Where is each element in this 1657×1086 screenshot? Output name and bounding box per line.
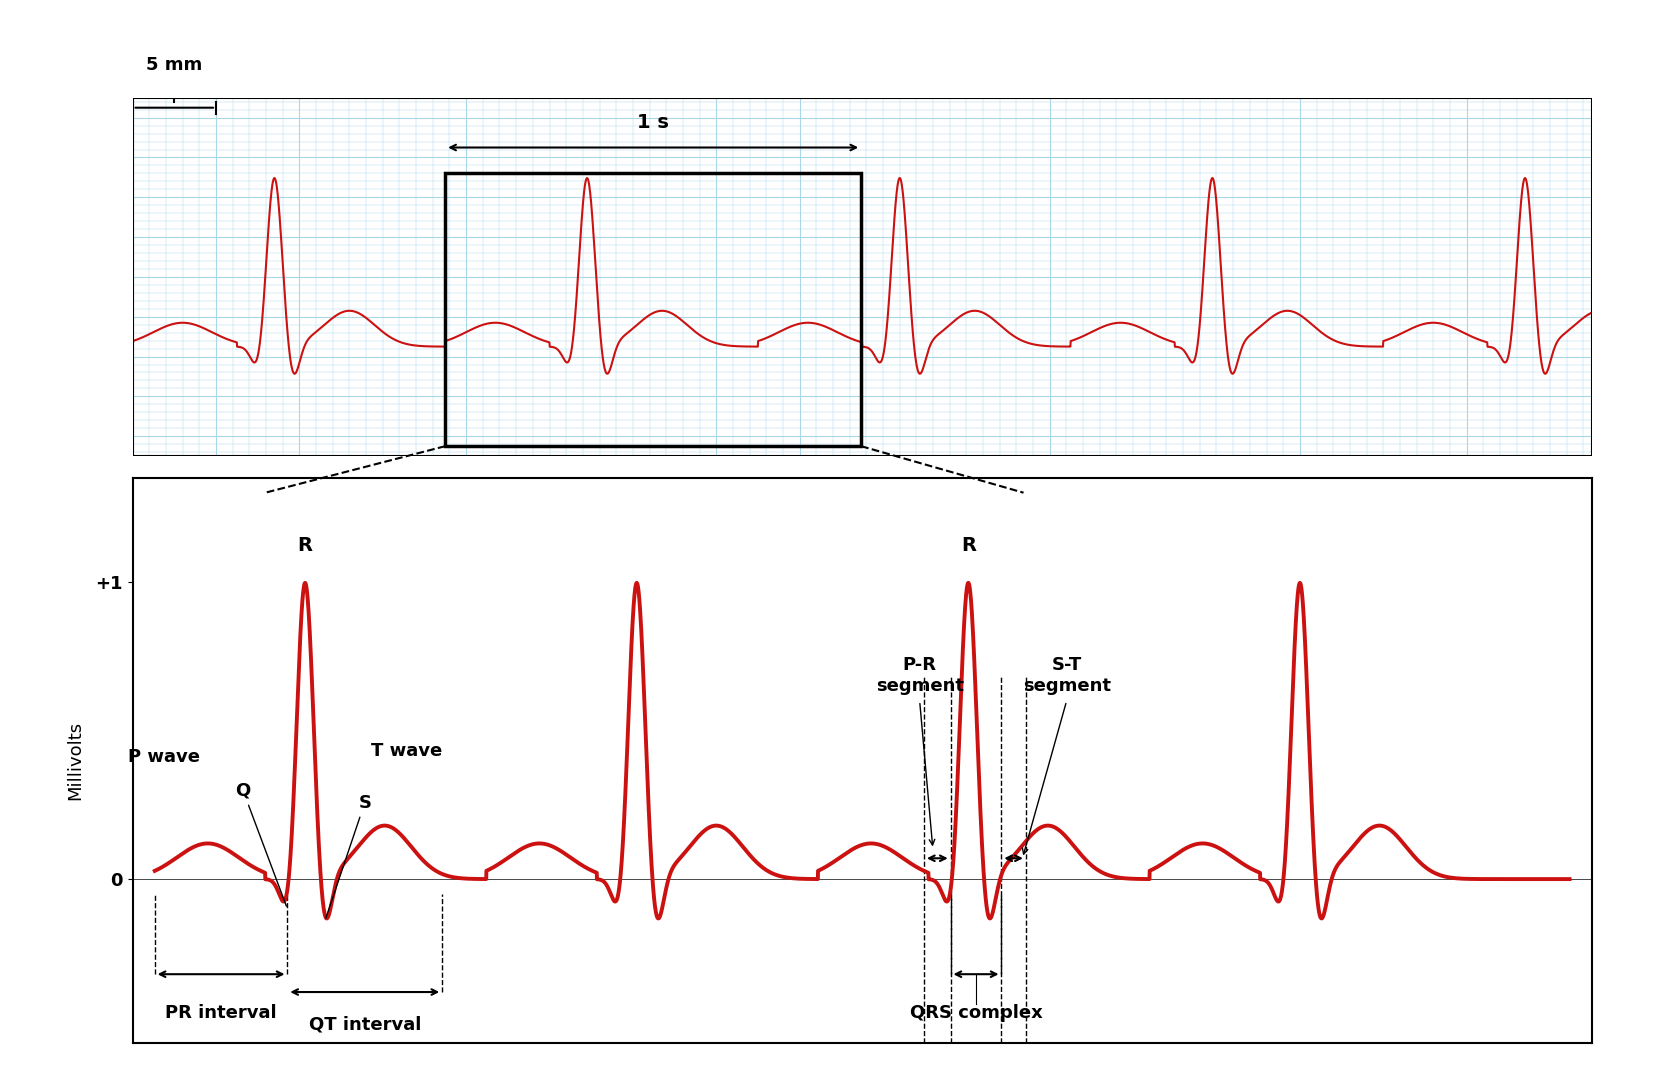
- Text: Q: Q: [235, 782, 287, 906]
- Text: PR interval: PR interval: [166, 1003, 277, 1022]
- Text: QRS complex: QRS complex: [910, 1003, 1042, 1022]
- Text: P wave: P wave: [128, 748, 199, 766]
- Text: S-T
segment: S-T segment: [1022, 656, 1110, 695]
- Text: 5 mm: 5 mm: [146, 55, 202, 74]
- Y-axis label: Millivolts: Millivolts: [66, 721, 85, 799]
- Text: P-R
segment: P-R segment: [875, 656, 963, 695]
- Text: R: R: [297, 536, 313, 555]
- Text: R: R: [959, 536, 976, 555]
- Text: T wave: T wave: [371, 742, 442, 760]
- Text: 1 s: 1 s: [636, 113, 669, 131]
- Text: QT interval: QT interval: [308, 1015, 421, 1034]
- Bar: [446, 174, 860, 446]
- Text: S: S: [326, 794, 371, 918]
